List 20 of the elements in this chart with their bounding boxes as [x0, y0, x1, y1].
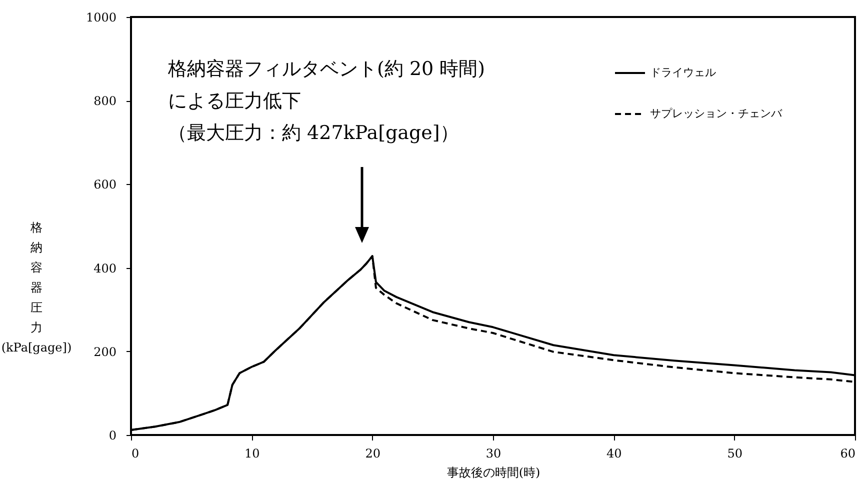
- x-tick-label: 10: [244, 446, 260, 460]
- annotation: による圧力低下: [168, 90, 301, 112]
- y-tick-label: 800: [94, 94, 116, 108]
- y-tick-label: 0: [108, 428, 116, 442]
- x-tick-label: 0: [132, 446, 140, 460]
- y-tick-label: 600: [94, 178, 116, 192]
- legend-label: ドライウェル: [650, 66, 716, 79]
- x-tick-label: 20: [365, 446, 380, 460]
- y-tick-label: 200: [94, 344, 116, 359]
- x-tick-label: 30: [486, 446, 502, 460]
- y-tick-label: 1000: [86, 10, 116, 24]
- annotation: （最大圧力：約 427kPa[gage]）: [168, 122, 459, 144]
- x-axis-title: 事故後の時間(時): [446, 466, 540, 480]
- x-tick-label: 50: [727, 446, 742, 460]
- x-tick-label: 40: [606, 446, 622, 460]
- y-axis-title: 格納容器圧力 (kPa[gage]): [1, 220, 72, 354]
- x-tick-label: 60: [840, 446, 856, 460]
- y-tick-label: 400: [94, 261, 116, 276]
- annotation: 格納容器フィルタベント(約 20 時間): [167, 58, 486, 80]
- legend-label: サプレッション・チェンバ: [650, 107, 783, 120]
